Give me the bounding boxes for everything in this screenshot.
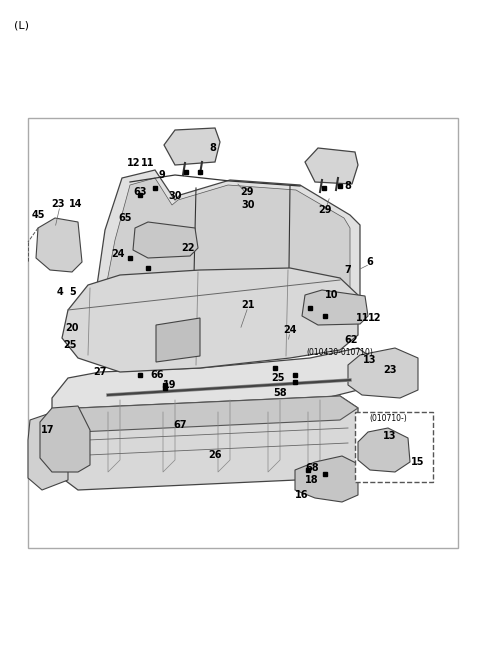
Polygon shape [348, 348, 418, 398]
Text: (010430-010710): (010430-010710) [307, 348, 373, 358]
Text: 10: 10 [325, 290, 339, 300]
Text: (010710-): (010710-) [369, 413, 407, 422]
Polygon shape [133, 222, 198, 258]
Text: 5: 5 [70, 287, 76, 297]
Polygon shape [36, 218, 82, 272]
Text: 9: 9 [158, 170, 166, 180]
Text: 22: 22 [181, 243, 195, 253]
Polygon shape [164, 128, 220, 165]
Text: 29: 29 [240, 187, 254, 197]
Text: 58: 58 [273, 388, 287, 398]
Text: 29: 29 [318, 205, 332, 215]
Text: 16: 16 [295, 490, 309, 500]
Text: 20: 20 [65, 323, 79, 333]
Text: 18: 18 [305, 475, 319, 485]
Text: 67: 67 [173, 420, 187, 430]
Text: 66: 66 [150, 370, 164, 380]
Polygon shape [358, 428, 410, 472]
Text: 25: 25 [271, 373, 285, 383]
Bar [355, 412, 433, 482]
Text: 4: 4 [57, 287, 63, 297]
Text: 63: 63 [133, 187, 147, 197]
Text: 8: 8 [210, 143, 216, 153]
Text: 12: 12 [368, 313, 382, 323]
Polygon shape [295, 456, 358, 502]
Text: 25: 25 [63, 340, 77, 350]
Polygon shape [52, 348, 372, 420]
Text: 24: 24 [283, 325, 297, 335]
Text: 17: 17 [41, 425, 55, 435]
Text: 15: 15 [411, 457, 425, 467]
Polygon shape [78, 396, 358, 432]
Text: 21: 21 [241, 300, 255, 310]
Bar [28, 118, 458, 548]
Text: 19: 19 [163, 380, 177, 390]
Text: 62: 62 [344, 335, 358, 345]
Polygon shape [156, 318, 200, 362]
Text: 13: 13 [383, 431, 397, 441]
Text: 23: 23 [383, 365, 397, 375]
Text: 11: 11 [356, 313, 370, 323]
Text: 12: 12 [127, 158, 141, 168]
Text: 26: 26 [208, 450, 222, 460]
Text: 7: 7 [345, 265, 351, 275]
Polygon shape [28, 408, 68, 490]
Polygon shape [40, 406, 90, 472]
Polygon shape [62, 396, 358, 490]
Text: 65: 65 [118, 213, 132, 223]
Text: 30: 30 [241, 200, 255, 210]
Text: 24: 24 [111, 249, 125, 259]
Text: 45: 45 [31, 210, 45, 220]
Text: 13: 13 [363, 355, 377, 365]
Text: (L): (L) [14, 20, 29, 30]
Polygon shape [305, 148, 358, 184]
Text: 6: 6 [367, 257, 373, 267]
Text: 14: 14 [69, 199, 83, 209]
Text: 68: 68 [305, 463, 319, 473]
Text: 23: 23 [51, 199, 65, 209]
Text: 30: 30 [168, 191, 182, 201]
Polygon shape [302, 290, 368, 325]
Text: 11: 11 [141, 158, 155, 168]
Text: 8: 8 [345, 181, 351, 191]
Polygon shape [100, 178, 350, 365]
Polygon shape [62, 268, 358, 372]
Polygon shape [92, 170, 360, 370]
Text: 27: 27 [93, 367, 107, 377]
